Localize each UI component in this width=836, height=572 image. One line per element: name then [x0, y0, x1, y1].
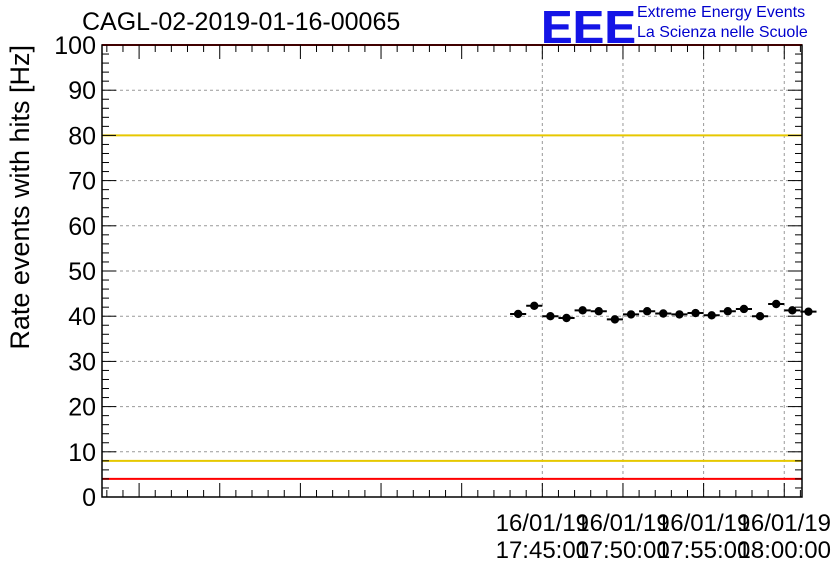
y-tick-label: 100: [54, 32, 96, 60]
y-tick-label: 50: [68, 258, 96, 286]
data-point: [675, 310, 684, 319]
logo-line-2: La Scienza nelle Scuole: [637, 24, 808, 41]
y-tick-label: 60: [68, 213, 96, 241]
y-tick-label: 90: [68, 77, 96, 105]
data-point: [513, 309, 523, 319]
eee-logo-text: Extreme Energy Events La Scienza nelle S…: [637, 3, 808, 43]
x-tick-label-date: 16/01/19: [496, 510, 589, 537]
y-tick-label: 0: [82, 484, 96, 512]
data-point: [739, 304, 749, 314]
data-point: [530, 301, 539, 311]
y-tick-label: 70: [68, 168, 96, 196]
y-axis-label: Rate events with hits [Hz]: [5, 45, 35, 350]
x-tick-label-date: 16/01/19: [576, 510, 669, 537]
data-point: [594, 307, 603, 316]
x-tick-label-time: 17:45:00: [496, 537, 589, 564]
logo-line-1: Extreme Energy Events: [637, 4, 806, 21]
data-point: [562, 313, 571, 323]
y-tick-label: 20: [68, 394, 96, 422]
data-point: [659, 309, 668, 318]
y-tick-label: 10: [68, 439, 96, 467]
data-point: [546, 312, 555, 321]
data-point: [723, 307, 733, 316]
data-point: [691, 308, 700, 318]
data-point: [771, 299, 781, 309]
x-tick-label-time: 18:00:00: [738, 537, 831, 564]
y-tick-label: 30: [68, 348, 96, 376]
data-point: [642, 307, 652, 316]
data-point: [626, 310, 636, 319]
data-point: [578, 306, 587, 315]
data-point: [707, 311, 716, 320]
data-point: [755, 312, 765, 321]
eee-logo-mark: EEE: [541, 1, 637, 53]
x-tick-label-time: 17:55:00: [657, 537, 750, 564]
x-tick-label-date: 16/01/19: [738, 510, 831, 537]
y-tick-label: 40: [68, 303, 96, 331]
x-tick-label-time: 17:50:00: [576, 537, 669, 564]
chart-title: CAGL-02-2019-01-16-00065: [82, 8, 401, 36]
data-point: [804, 307, 813, 316]
data-point: [788, 306, 797, 315]
y-tick-label: 80: [68, 122, 96, 150]
x-tick-label-date: 16/01/19: [657, 510, 750, 537]
data-point: [610, 315, 620, 324]
